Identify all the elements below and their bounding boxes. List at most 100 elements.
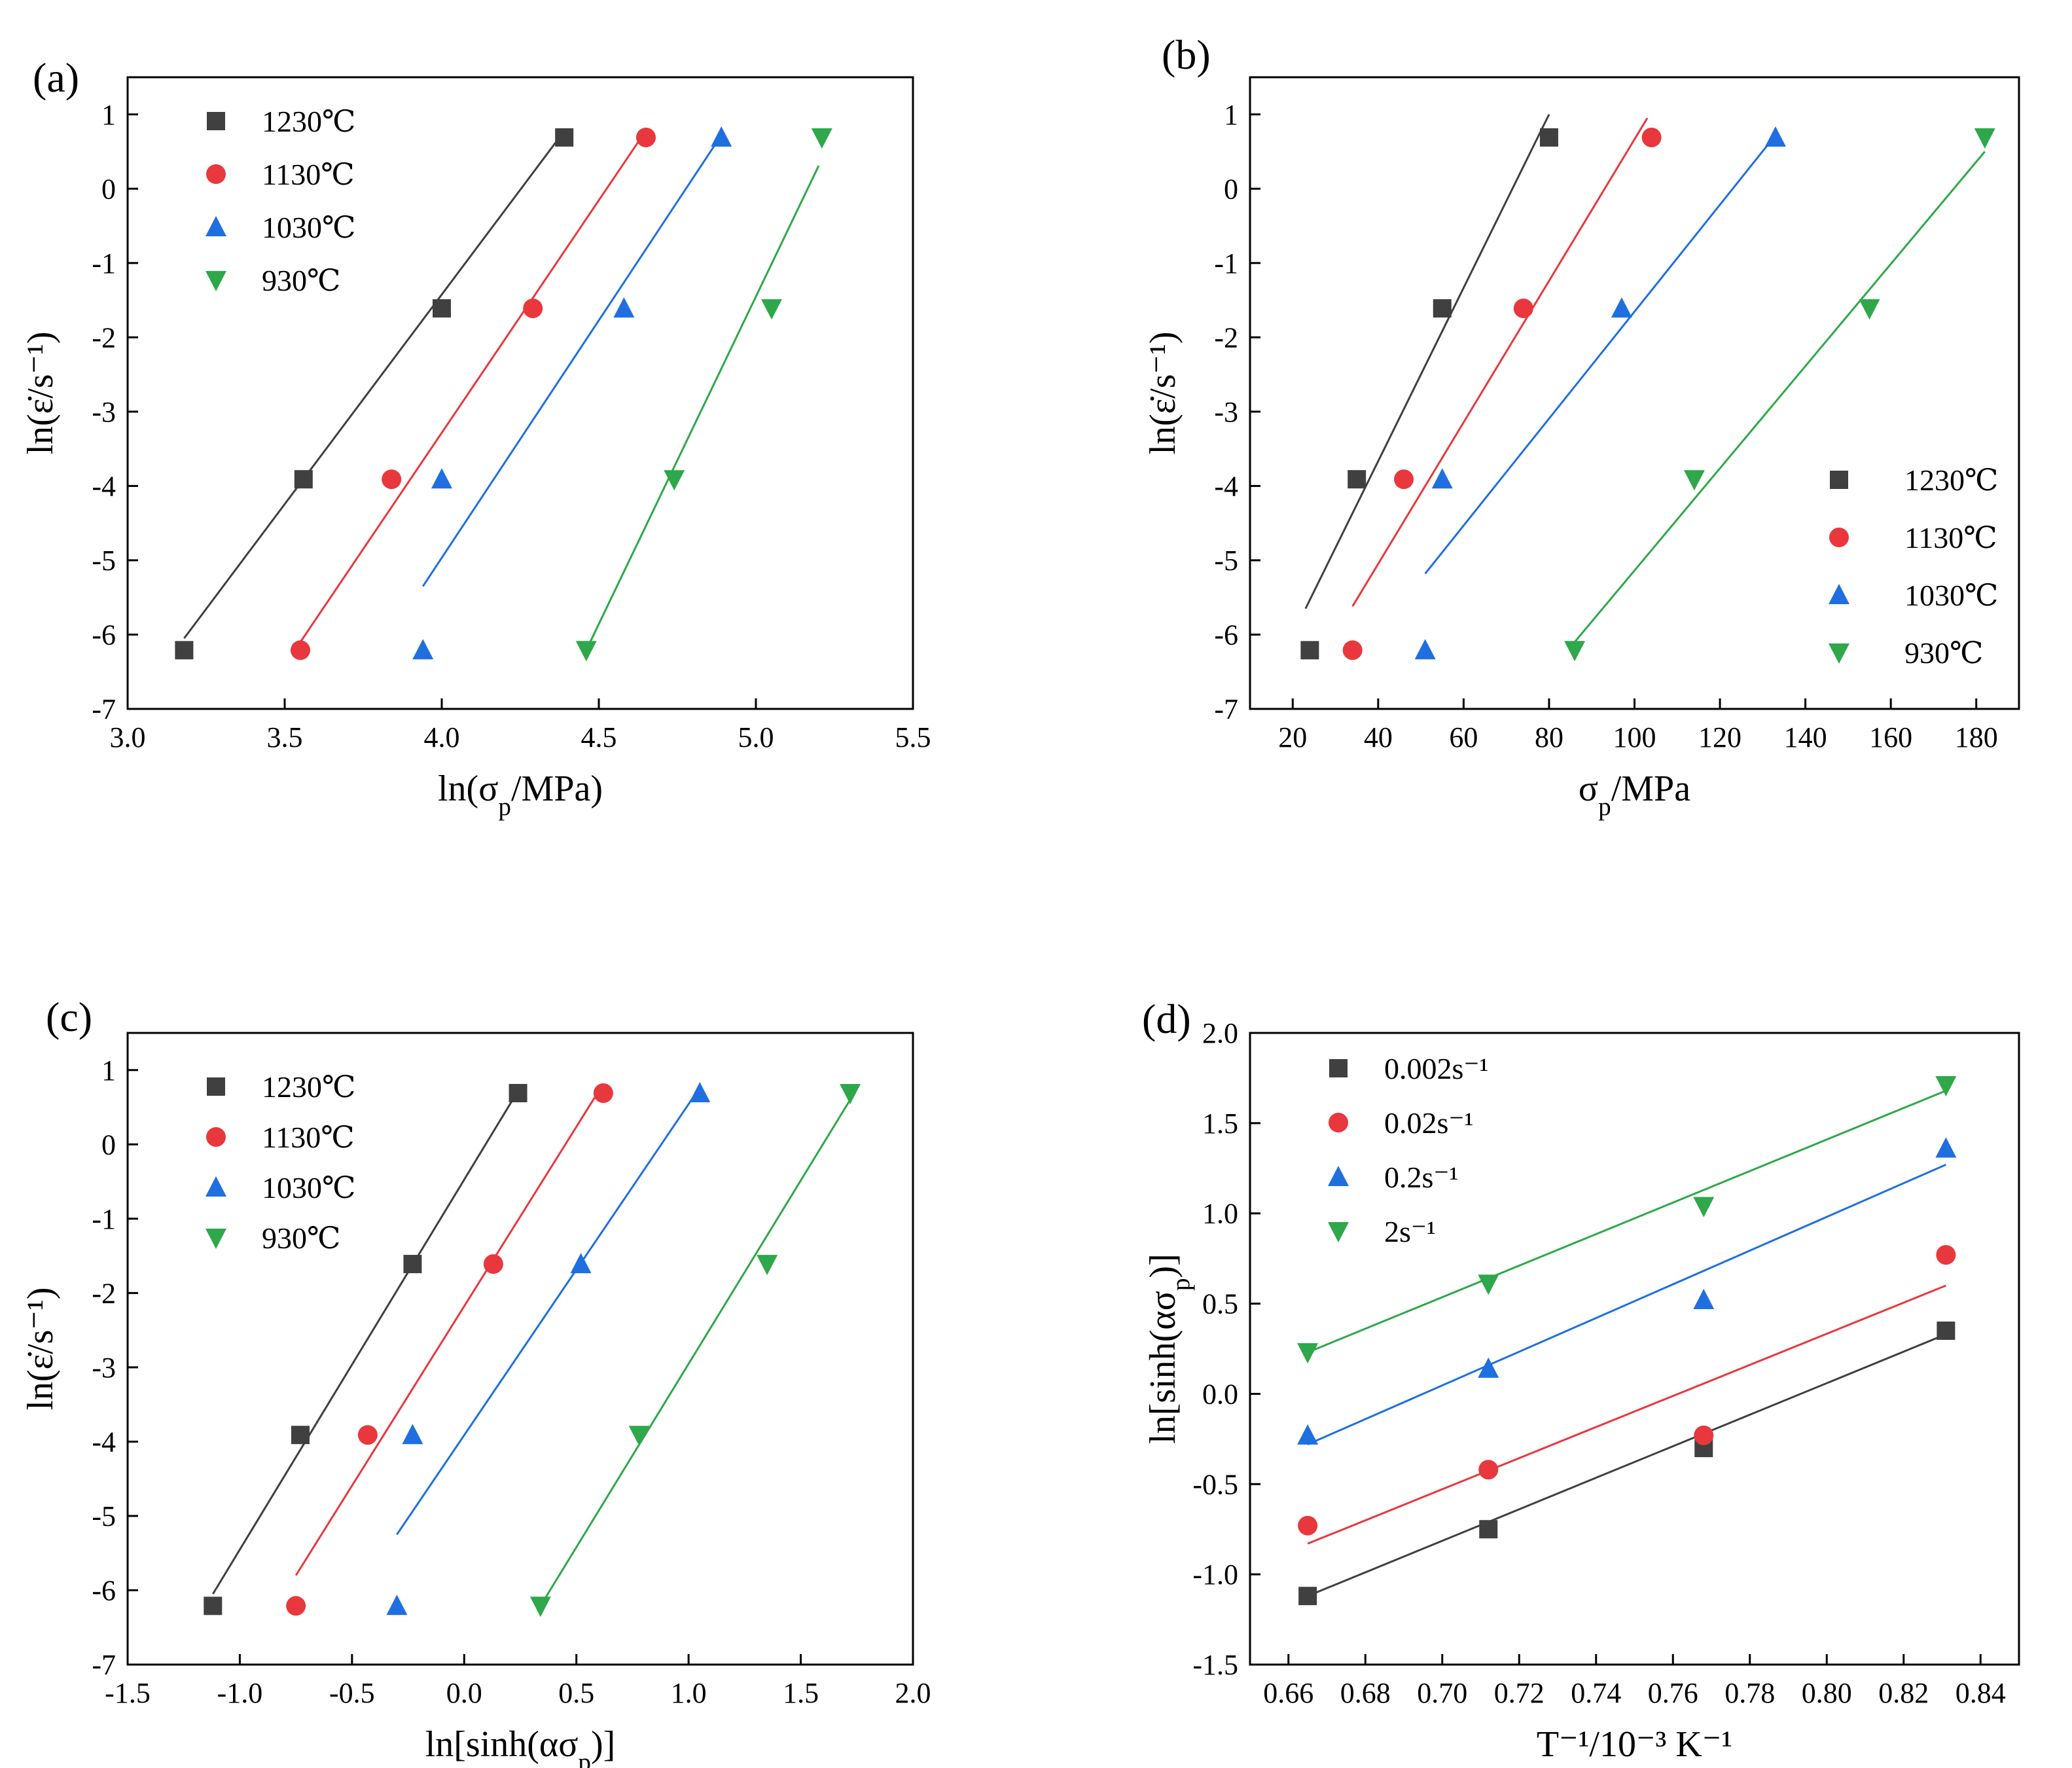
data-point (636, 127, 656, 147)
x-tick-label: 0.76 (1648, 1677, 1698, 1709)
data-point (1564, 641, 1586, 662)
legend: 1230℃ 1130℃ 1030℃ 930℃ (1829, 463, 1998, 670)
x-tick-label: 4.5 (581, 721, 617, 753)
y-tick-label: -1 (92, 247, 116, 280)
data-point (1693, 1289, 1715, 1310)
data-point (1478, 1460, 1499, 1480)
legend-label: 1130℃ (262, 158, 355, 191)
x-tick-label: 5.5 (895, 721, 931, 753)
x-tick-label: 160 (1869, 721, 1912, 753)
data-point (523, 298, 543, 319)
legend-marker (1829, 643, 1849, 664)
legend-marker (1328, 1222, 1349, 1242)
legend-marker (1830, 471, 1848, 489)
y-tick-label: -1 (92, 1203, 116, 1235)
x-tick-label: 180 (1955, 721, 1998, 753)
data-point (1298, 1587, 1317, 1606)
data-point (382, 469, 402, 490)
legend-label: 1030℃ (262, 211, 355, 244)
legend-marker (205, 216, 226, 236)
data-point (1935, 1075, 1957, 1096)
plot-frame (126, 76, 914, 710)
fit-line (1351, 117, 1649, 607)
legend-marker (1829, 528, 1849, 547)
data-point (357, 1425, 378, 1445)
y-tick-label: -7 (92, 1649, 116, 1681)
data-point (613, 297, 635, 318)
data-point (509, 1083, 527, 1102)
fit-line (1304, 114, 1550, 609)
x-tick-label: -1.5 (105, 1677, 151, 1709)
x-tick-label: 3.5 (267, 721, 303, 753)
panel-label: (d) (1142, 996, 1191, 1042)
data-point (1414, 639, 1436, 660)
legend-marker (206, 1127, 226, 1147)
panel-c: (c) -1.5 -1.0 -0.5 0.0 0.5 1.0 1.5 2.0 -7 -6 -5 -4 -3… (20, 994, 931, 1768)
x-tick-label: 40 (1364, 721, 1393, 753)
fit-line (295, 1090, 600, 1576)
y-tick-label: 1.5 (1202, 1108, 1238, 1140)
data-point (1394, 469, 1414, 490)
x-tick-label: 1.0 (671, 1677, 707, 1709)
y-tick-label: -6 (1214, 619, 1238, 651)
data-point (1539, 128, 1558, 147)
x-tick-label: 2.0 (895, 1677, 931, 1709)
data-point (1479, 1520, 1498, 1539)
panel-label: (a) (33, 54, 79, 101)
y-tick-label: 0.5 (1202, 1288, 1238, 1320)
y-tick-label: -1.5 (1192, 1649, 1238, 1681)
x-tick-label: 3.0 (110, 721, 146, 753)
x-tick-label: 4.0 (424, 721, 460, 753)
y-tick-label: -6 (92, 1574, 116, 1606)
x-tick-label: -0.5 (329, 1677, 375, 1709)
data-point (1433, 299, 1452, 318)
fit-line (1307, 1284, 1946, 1545)
y-tick-label: -4 (92, 470, 116, 502)
fit-line (1307, 1333, 1946, 1597)
data-point (628, 1426, 650, 1447)
x-tick-label: 0.66 (1263, 1677, 1313, 1709)
x-tick-label: 1.5 (783, 1677, 819, 1709)
fit-line (539, 1099, 851, 1607)
x-axis-label: ln[sinh(ασp)] (425, 1724, 616, 1768)
y-tick-label: 1 (1224, 99, 1238, 131)
x-tick-label: 0.84 (1956, 1677, 2006, 1709)
legend-label: 930℃ (1904, 636, 1983, 670)
x-tick-label: 0.82 (1878, 1677, 1929, 1709)
legend-label: 1130℃ (1904, 521, 1997, 554)
x-tick-label: -1.0 (217, 1677, 263, 1709)
data-point (711, 126, 732, 147)
data-point (840, 1083, 861, 1104)
legend-marker (205, 271, 226, 291)
y-tick-label: -0.5 (1192, 1468, 1238, 1500)
x-tick-label: 140 (1784, 721, 1827, 753)
data-point (1297, 1343, 1319, 1364)
y-tick-label: -3 (1214, 396, 1238, 428)
data-point (1431, 468, 1453, 489)
data-point (811, 128, 832, 149)
y-axis-label: ln(ε̇/s⁻¹) (20, 331, 61, 454)
legend-label: 1230℃ (262, 105, 355, 138)
data-point (1478, 1357, 1499, 1378)
data-point (291, 640, 310, 660)
data-point (1342, 640, 1363, 660)
legend-marker (207, 112, 225, 130)
data-point (1859, 299, 1880, 320)
data-point (555, 128, 574, 147)
data-point (386, 1595, 408, 1615)
fit-line (396, 1090, 699, 1536)
y-tick-label: -6 (92, 619, 116, 651)
y-tick-label: 2.0 (1202, 1017, 1238, 1049)
y-tick-label: -3 (92, 396, 116, 428)
y-tick-label: -5 (1214, 545, 1238, 577)
data-point (204, 1597, 223, 1615)
data-point (1298, 1515, 1318, 1536)
panel-d: (d) 0.66 0.68 0.70 0.72 0.74 0.76 0.78 0.80 0.82 0… (1142, 996, 2020, 1765)
data-point (1300, 641, 1319, 660)
data-point (294, 470, 313, 489)
legend: 0.002s⁻¹ 0.02s⁻¹ 0.2s⁻¹ 2s⁻¹ (1328, 1052, 1488, 1248)
legend-label: 0.2s⁻¹ (1384, 1161, 1458, 1194)
data-point (431, 468, 452, 489)
y-tick-label: 1 (101, 1055, 116, 1087)
data-point (1974, 128, 1995, 149)
